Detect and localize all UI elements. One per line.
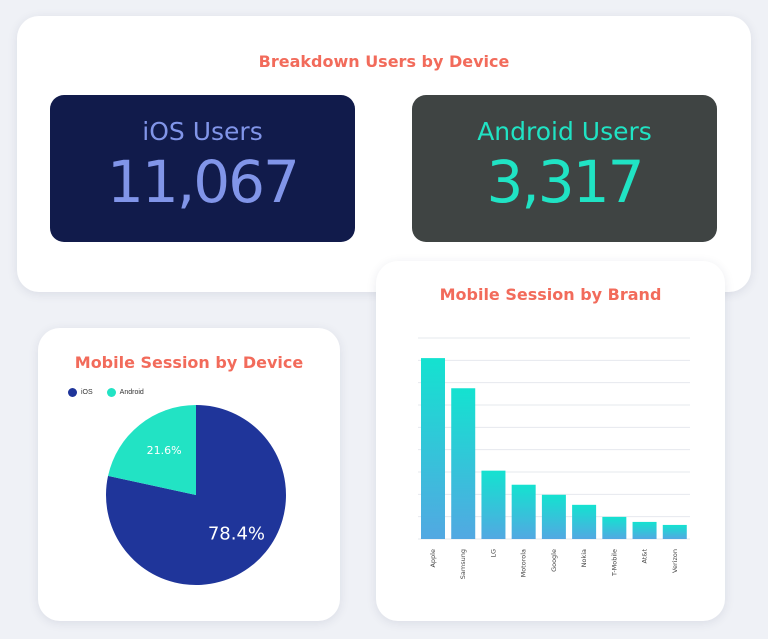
pie-label-ios: 78.4% [208,524,265,545]
session-by-brand-card: Mobile Session by Brand Apple Samsung LG Mo… [376,261,725,621]
bar-chart: Apple Samsung LG Motorola Google Nokia T-Mobil… [418,337,690,579]
bar-nokia[interactable] [572,504,597,539]
pie-legend: iOS Android [68,388,144,397]
legend-dot-android [106,388,116,397]
ios-users-value: 11,067 [107,148,300,216]
tick-label-verizon: Verizon [671,549,679,573]
bar-chart-title: Mobile Session by Brand [439,285,662,304]
bar-verizon[interactable] [662,524,687,539]
session-by-device-card: 78.4% 21.6% Mobile Session by Device iOS … [38,328,340,621]
tick-label-google: Google [550,549,558,572]
android-users-label: Android Users [477,117,652,146]
android-users-value: 3,317 [486,148,644,216]
pie-slice-android[interactable] [108,405,196,495]
bar-motorola[interactable] [511,484,536,539]
bar-lg[interactable] [481,470,506,539]
breakdown-title: Breakdown Users by Device [258,52,510,71]
tick-label-apple: Apple [429,549,437,568]
android-users-stat: Android Users 3,317 [412,95,717,242]
pie-label-android: 21.6% [147,444,182,457]
ios-users-label: iOS Users [142,117,263,146]
pie-chart: 78.4% 21.6% [106,405,287,585]
ios-users-stat: iOS Users 11,067 [50,95,355,242]
legend-label-ios: iOS [81,389,93,396]
tick-label-motorola: Motorola [520,549,528,577]
bar-t-mobile[interactable] [602,516,627,539]
tick-label-lg: LG [489,549,497,558]
legend-dot-ios [68,388,77,397]
bar-apple[interactable] [421,358,445,539]
tick-label-samsung: Samsung [459,549,467,579]
legend-label-android: Android [119,389,144,396]
tick-label-at-t: At&t [641,549,649,564]
bar-samsung[interactable] [451,388,476,539]
bar-at-t[interactable] [632,521,657,539]
legend-item-ios[interactable]: iOS [68,388,93,397]
legend-item-android[interactable]: Android [106,388,144,397]
tick-label-nokia: Nokia [580,549,588,567]
breakdown-card: Breakdown Users by Device iOS Users 11,0… [17,16,751,292]
tick-label-t-mobile: T-Mobile [610,549,618,577]
bar-google[interactable] [541,494,566,539]
pie-chart-title: Mobile Session by Device [74,353,304,372]
